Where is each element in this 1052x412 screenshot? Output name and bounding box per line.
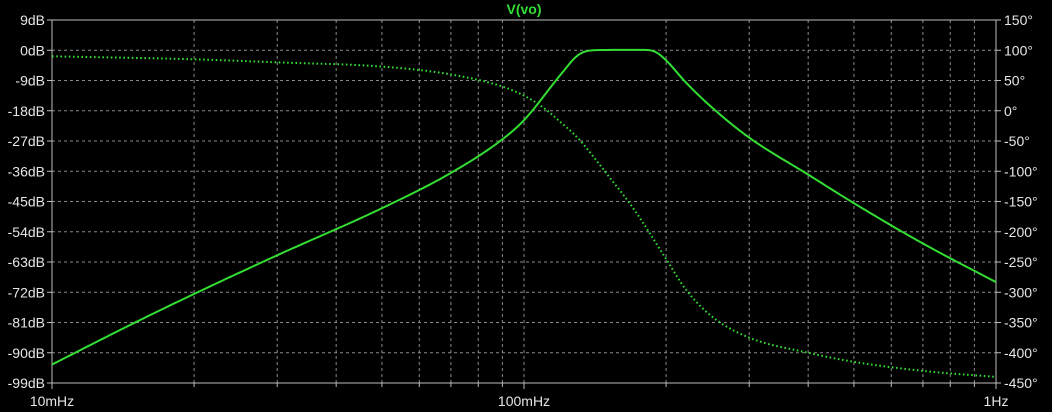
right-tick-label: 50°: [1004, 73, 1025, 89]
left-tick-label: -18dB: [8, 103, 45, 119]
right-tick-label: 0°: [1004, 103, 1017, 119]
right-tick-label: -400°: [1004, 345, 1038, 361]
right-tick-label: 100°: [1004, 42, 1033, 58]
right-tick-label: -100°: [1004, 163, 1038, 179]
left-tick-label: -81dB: [8, 315, 45, 331]
left-tick-label: -45dB: [8, 194, 45, 210]
x-tick-label: 1Hz: [984, 393, 1009, 409]
left-tick-label: -36dB: [8, 163, 45, 179]
axes-layer: 9dB 150° 0dB 100° -9dB 50° -18dB 0° -27dB -50° -36…: [8, 12, 1038, 409]
left-tick-label: -63dB: [8, 254, 45, 270]
left-tick-label: 9dB: [20, 12, 45, 28]
grid: [52, 20, 996, 383]
magnitude-series-line: [51, 48, 997, 366]
phase-series-line: [51, 55, 997, 378]
right-tick-label: -200°: [1004, 224, 1038, 240]
left-tick-label: -54dB: [8, 224, 45, 240]
right-tick-label: -450°: [1004, 375, 1038, 391]
right-tick-label: -150°: [1004, 194, 1038, 210]
series-layer: [51, 48, 997, 378]
left-tick-label: -72dB: [8, 284, 45, 300]
x-tick-label: 10mHz: [30, 393, 74, 409]
x-tick-label: 100mHz: [498, 393, 550, 409]
right-tick-label: 150°: [1004, 12, 1033, 28]
right-tick-label: -250°: [1004, 254, 1038, 270]
left-tick-label: -9dB: [15, 73, 45, 89]
left-tick-label: -27dB: [8, 133, 45, 149]
right-tick-label: -300°: [1004, 284, 1038, 300]
right-tick-label: -50°: [1004, 133, 1030, 149]
chart-title: V(vo): [507, 1, 542, 17]
left-tick-label: -99dB: [8, 375, 45, 391]
left-tick-label: -90dB: [8, 345, 45, 361]
right-tick-label: -350°: [1004, 315, 1038, 331]
left-tick-label: 0dB: [20, 42, 45, 58]
